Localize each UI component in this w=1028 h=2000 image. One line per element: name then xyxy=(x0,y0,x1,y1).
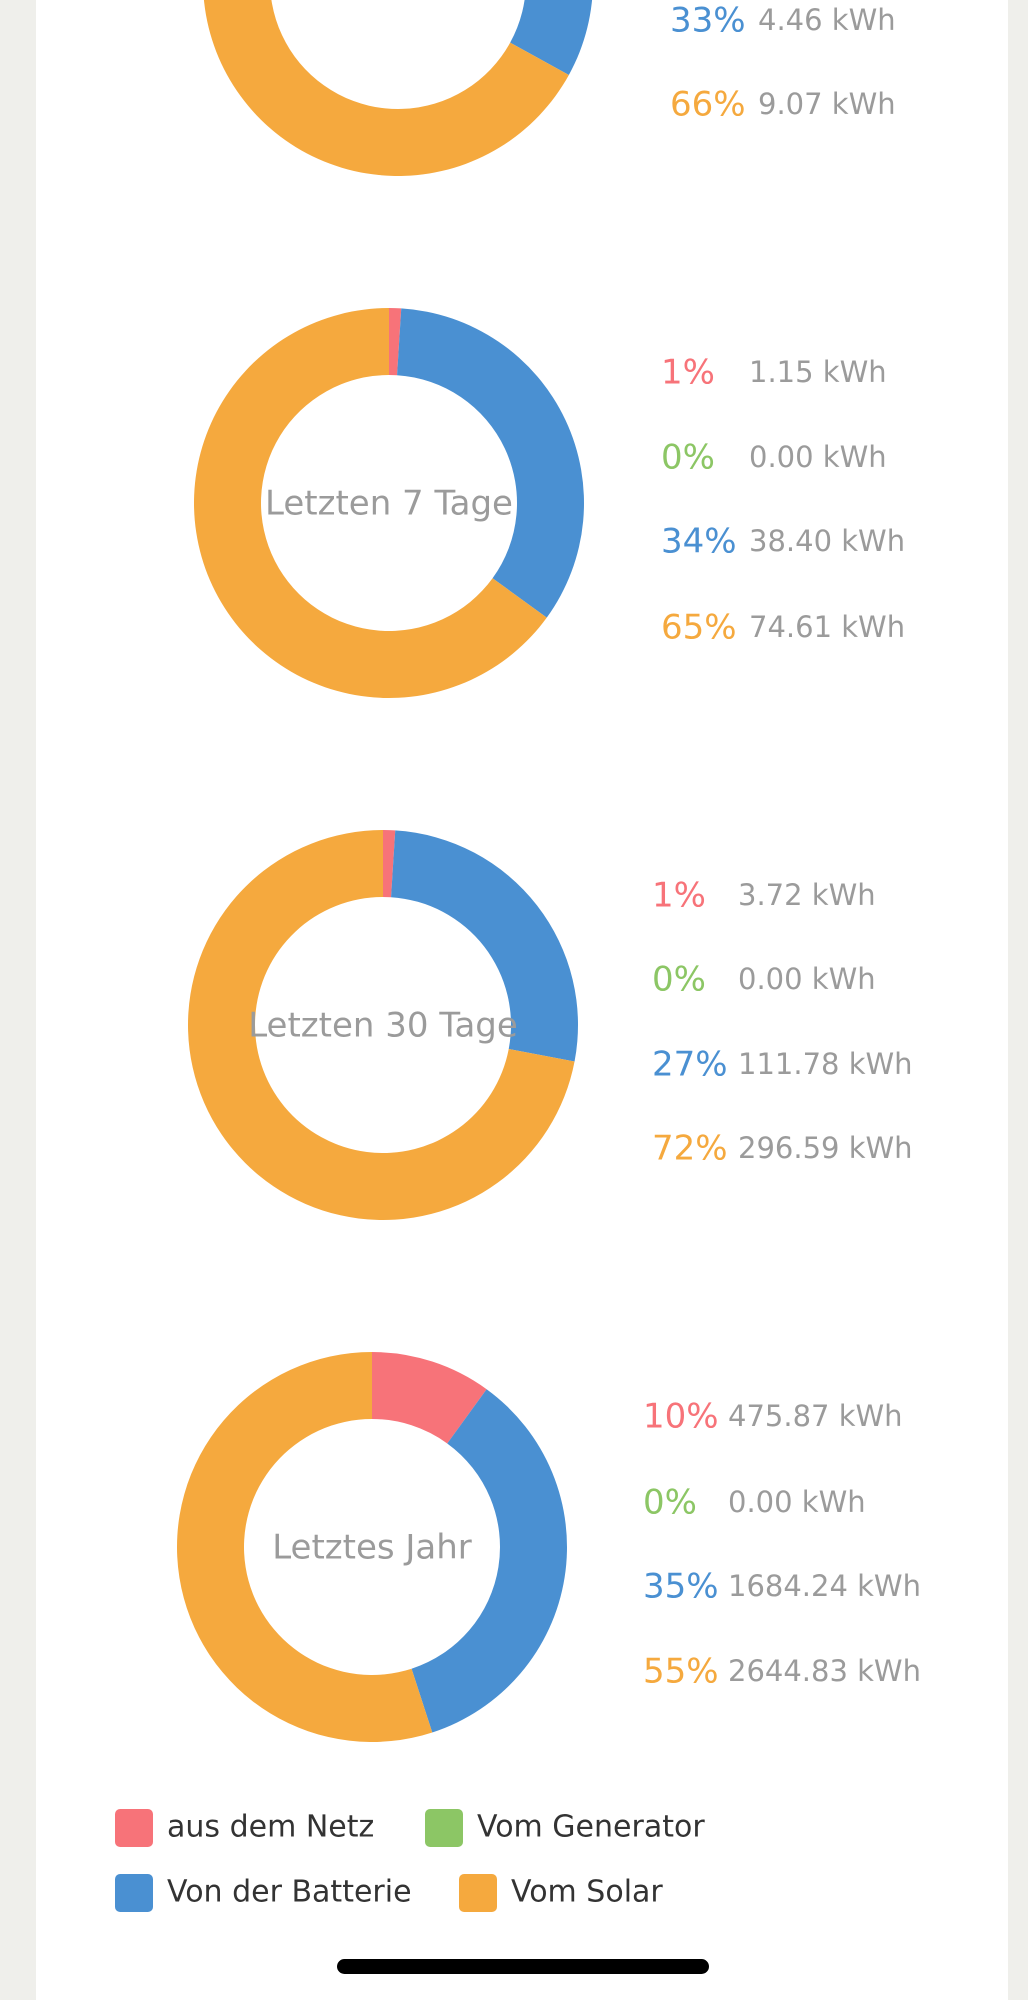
legend-label: Vom Solar xyxy=(511,1875,663,1910)
legend-swatch xyxy=(425,1809,463,1847)
legend-swatch xyxy=(459,1874,497,1912)
energy-label: 0.00 kWh xyxy=(728,1485,866,1519)
donut-slice xyxy=(391,830,578,1062)
donut-slice xyxy=(389,308,402,376)
percent-label: 0% xyxy=(643,1483,697,1523)
energy-label: 9.07 kWh xyxy=(758,87,896,121)
percent-label: 10% xyxy=(643,1397,719,1437)
percent-label: 1% xyxy=(661,353,715,393)
donut-center-label: Letzten 30 Tage xyxy=(248,1006,518,1046)
donut-center-label: Letztes Jahr xyxy=(272,1528,472,1568)
donut-slice xyxy=(176,1352,433,1743)
energy-label: 475.87 kWh xyxy=(728,1399,903,1433)
donut-slice xyxy=(411,1389,567,1733)
energy-label: 111.78 kWh xyxy=(738,1047,913,1081)
donut-slice xyxy=(187,830,575,1220)
home-indicator xyxy=(337,1959,709,1974)
donut-slice xyxy=(397,308,584,618)
percent-label: 33% xyxy=(670,1,746,41)
energy-label: 3.72 kWh xyxy=(738,878,876,912)
donut-center-label: Letzten 7 Tage xyxy=(265,484,513,524)
energy-label: 2644.83 kWh xyxy=(728,1654,921,1688)
percent-label: 55% xyxy=(643,1652,719,1692)
energy-label: 0.00 kWh xyxy=(738,962,876,996)
energy-label: 38.40 kWh xyxy=(749,524,905,558)
percent-label: 34% xyxy=(661,522,737,562)
percent-label: 0% xyxy=(652,960,706,1000)
percent-label: 72% xyxy=(652,1129,728,1169)
legend-swatch xyxy=(115,1874,153,1912)
legend-label: Von der Batterie xyxy=(167,1875,412,1910)
legend-label: aus dem Netz xyxy=(167,1810,374,1845)
percent-label: 35% xyxy=(643,1567,719,1607)
energy-label: 1684.24 kWh xyxy=(728,1569,921,1603)
energy-label: 296.59 kWh xyxy=(738,1131,913,1165)
percent-label: 65% xyxy=(661,608,737,648)
legend-swatch xyxy=(115,1809,153,1847)
percent-label: 1% xyxy=(652,876,706,916)
percent-label: 0% xyxy=(661,438,715,478)
donut-slice xyxy=(383,830,396,898)
donut-slice xyxy=(372,1352,487,1444)
energy-label: 74.61 kWh xyxy=(749,610,905,644)
energy-label: 4.46 kWh xyxy=(758,3,896,37)
percent-label: 66% xyxy=(670,85,746,125)
legend-label: Vom Generator xyxy=(477,1810,705,1845)
energy-label: 0.00 kWh xyxy=(749,440,887,474)
energy-label: 1.15 kWh xyxy=(749,355,887,389)
donut-slice xyxy=(510,0,593,75)
percent-label: 27% xyxy=(652,1045,728,1085)
donut-slice xyxy=(193,308,547,699)
donut-slice xyxy=(203,0,569,176)
